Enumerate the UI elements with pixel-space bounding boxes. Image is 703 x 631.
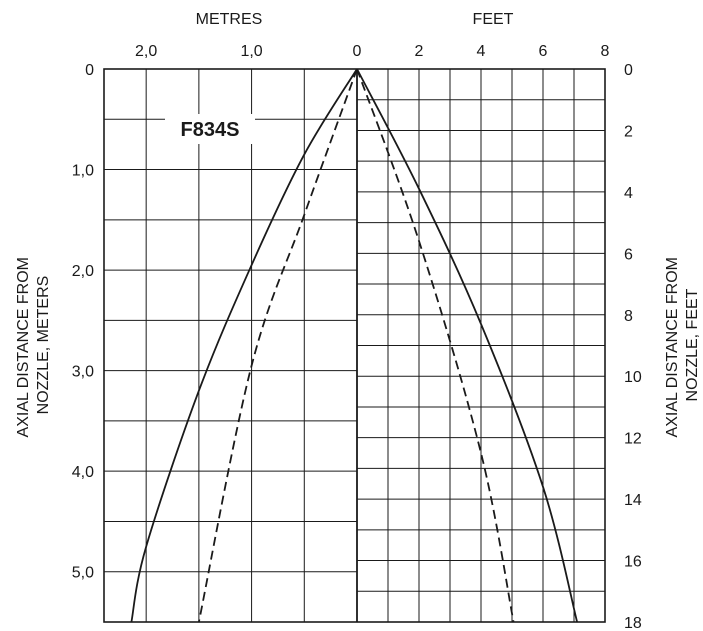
tick-labels: 2,0 1,0 0 2 4 6 801,02,03,04,05,00246810121416… [72,43,642,631]
left-axis-title-line-1: AXIAL DISTANCE FROM [15,257,32,437]
right-tick-feet: 18 [624,615,642,631]
right-tick-feet: 12 [624,431,642,448]
right-tick-feet: 16 [624,554,642,571]
right-tick-feet: 10 [624,369,642,386]
right-tick-feet: 2 [624,123,633,140]
right-tick-feet: 6 [624,246,633,263]
left-tick-metres: 0 [85,62,94,79]
unit-feet-label: FEET [473,11,514,28]
grid-lines [104,69,605,622]
unit-metres-label: METRES [196,11,263,28]
right-tick-feet: 0 [624,62,633,79]
left-tick-metres: 5,0 [72,565,94,582]
left-tick-metres: 2,0 [72,263,94,280]
spray-curve-left-solid [130,68,358,623]
right-axis-title-line-2: NOZZLE, FEET [684,288,701,401]
spray-curves [130,68,578,623]
plot-frame [103,68,606,623]
model-label-background [165,114,255,144]
top-tick-feet: 2 [415,43,424,60]
left-tick-metres: 1,0 [72,163,94,180]
spray-curve-right-solid [356,68,578,623]
top-tick-metres: 1,0 [240,43,262,60]
left-tick-metres: 4,0 [72,464,94,481]
left-axis-title-line-2: NOZZLE, METERS [35,276,52,415]
top-tick-metres: 0 [353,43,362,60]
right-axis-title-line-1: AXIAL DISTANCE FROM [664,257,681,437]
right-tick-feet: 4 [624,185,633,202]
model-label: F834S [181,119,240,141]
top-tick-feet: 8 [601,43,610,60]
left-tick-metres: 3,0 [72,364,94,381]
top-tick-feet: 4 [477,43,486,60]
right-axis-title: AXIAL DISTANCE FROM NOZZLE, FEET [664,253,701,438]
top-tick-metres: 2,0 [135,43,157,60]
spray-curve-left-dashed [197,68,358,623]
right-tick-feet: 8 [624,308,633,325]
left-axis-title: AXIAL DISTANCE FROM NOZZLE, METERS [15,253,52,438]
top-tick-feet: 6 [539,43,548,60]
spray-curve-right-dashed [356,68,515,623]
right-tick-feet: 14 [624,492,642,509]
